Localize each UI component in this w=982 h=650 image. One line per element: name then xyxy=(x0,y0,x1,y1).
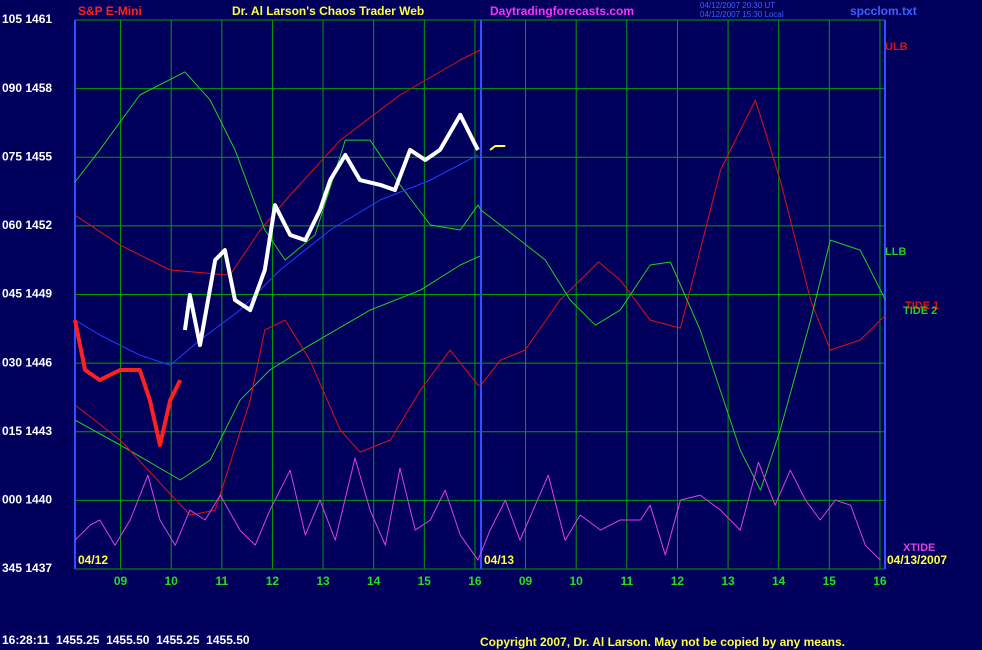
series-label: TIDE 2 xyxy=(903,305,937,317)
quote: 16:28:11 1455.25 1455.50 1455.25 1455.50 xyxy=(2,633,250,647)
copyright: Copyright 2007, Dr. Al Larson. May not b… xyxy=(480,635,845,649)
series-line xyxy=(182,112,480,348)
y-tick-label: 000 1440 xyxy=(2,493,52,507)
x-tick-label: 14 xyxy=(772,574,786,588)
date-label: 04/12 xyxy=(78,553,108,567)
y-tick-label: 015 1443 xyxy=(2,424,52,438)
y-tick-label: 045 1449 xyxy=(2,287,52,301)
y-tick-label: 345 1437 xyxy=(2,561,52,575)
x-tick-label: 14 xyxy=(367,574,381,588)
x-tick-label: 10 xyxy=(570,574,584,588)
y-tick-label: 030 1446 xyxy=(2,355,52,369)
timestamp: 04/12/2007 20:30 UT xyxy=(700,1,775,10)
y-tick-label: 105 1461 xyxy=(2,12,52,26)
series-label: ULB xyxy=(885,41,908,53)
filename: spcclom.txt xyxy=(850,4,917,18)
chart-title: Dr. Al Larson's Chaos Trader Web xyxy=(232,4,424,18)
timestamp: 04/12/2007 15:30 Local xyxy=(700,10,784,19)
series-line xyxy=(489,145,506,151)
x-tick-label: 10 xyxy=(165,574,179,588)
x-tick-label: 12 xyxy=(266,574,280,588)
date-label: 04/13 xyxy=(484,553,514,567)
instrument: S&P E-Mini xyxy=(78,4,142,18)
series-line xyxy=(74,154,479,366)
y-tick-label: 075 1455 xyxy=(2,149,52,163)
x-tick-label: 13 xyxy=(316,574,330,588)
date-label: 04/13/2007 xyxy=(887,553,947,567)
y-tick-label: 060 1452 xyxy=(2,218,52,232)
x-tick-label: 12 xyxy=(671,574,685,588)
series-label: TIDE 1 xyxy=(905,300,939,312)
series-line xyxy=(74,457,881,561)
series-label: LLB xyxy=(885,246,906,258)
y-tick-label: 090 1458 xyxy=(2,81,52,95)
x-tick-label: 09 xyxy=(114,574,128,588)
x-tick-label: 16 xyxy=(873,574,887,588)
x-tick-label: 16 xyxy=(468,574,482,588)
x-tick-label: 15 xyxy=(418,574,432,588)
website: Daytradingforecasts.com xyxy=(490,4,634,18)
x-tick-label: 15 xyxy=(823,574,837,588)
series-line xyxy=(74,71,886,491)
series-label: XTIDE xyxy=(903,542,935,554)
series-line xyxy=(73,319,183,447)
series-line xyxy=(74,99,886,516)
x-tick-label: 09 xyxy=(519,574,533,588)
x-tick-label: 13 xyxy=(721,574,735,588)
series-line xyxy=(74,255,481,481)
x-tick-label: 11 xyxy=(620,574,633,588)
x-tick-label: 11 xyxy=(215,574,228,588)
